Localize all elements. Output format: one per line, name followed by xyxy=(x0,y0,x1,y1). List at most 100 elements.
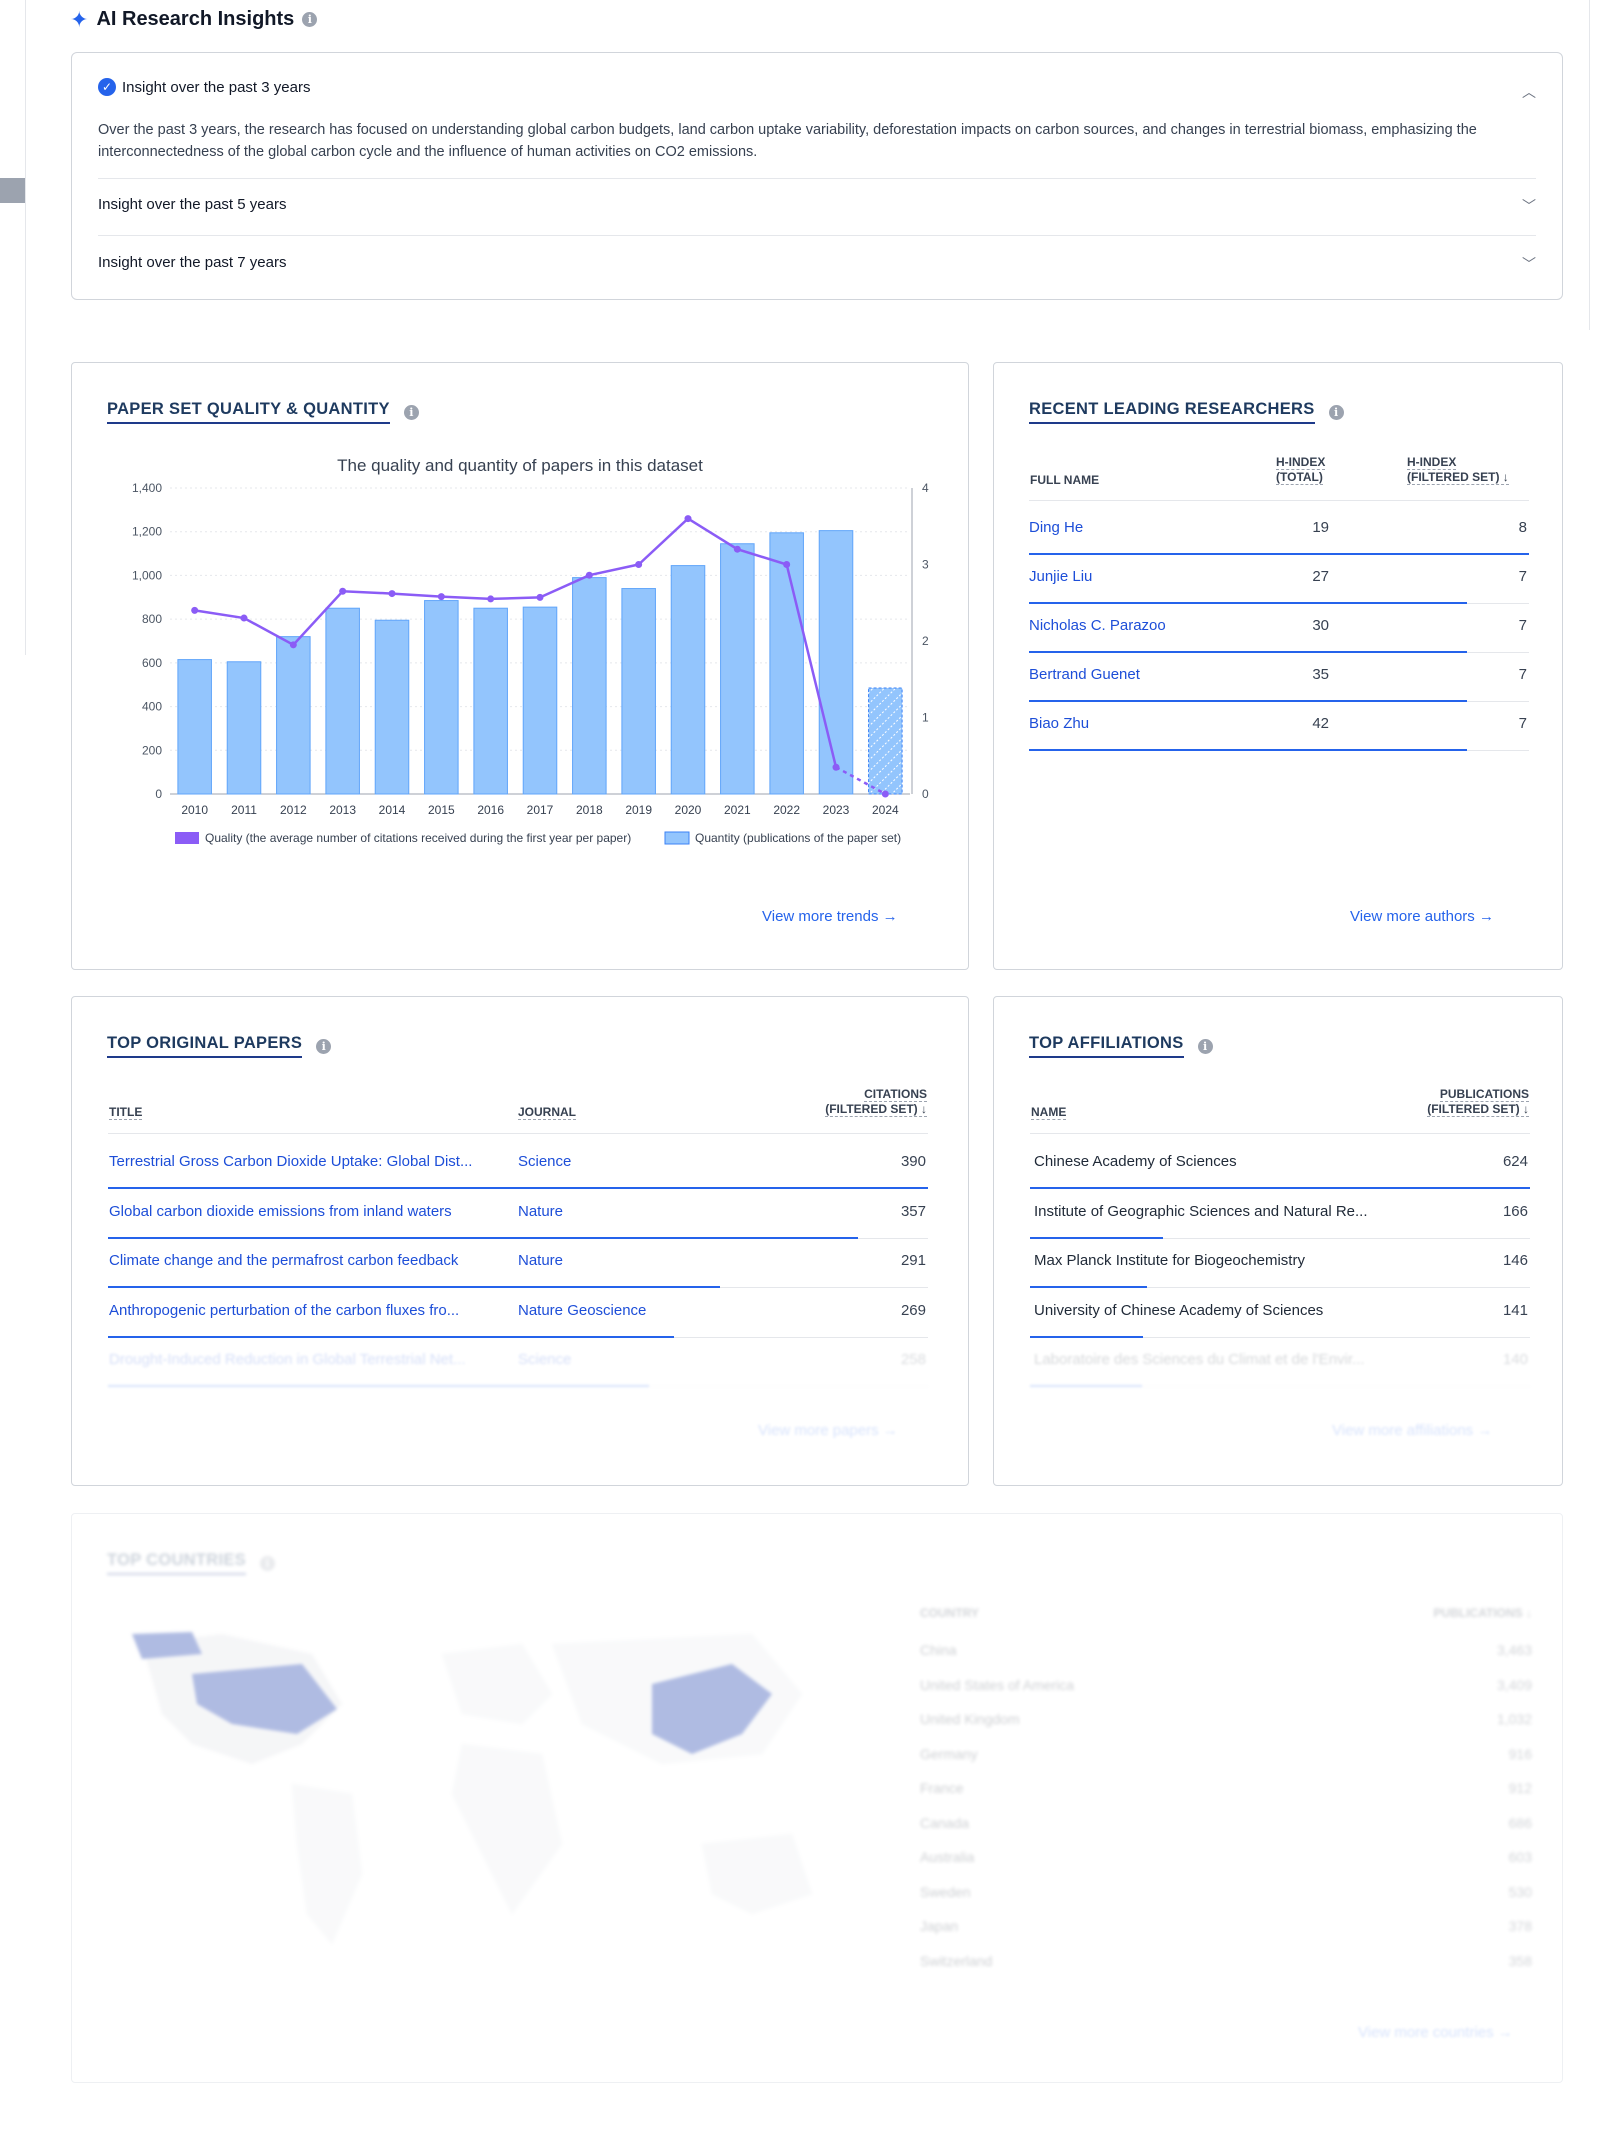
quantity-bar[interactable] xyxy=(670,565,706,795)
affiliation-name[interactable]: Laboratoire des Sciences du Climat et de… xyxy=(1034,1351,1365,1368)
quality-point[interactable] xyxy=(487,595,495,603)
quantity-bar[interactable] xyxy=(818,530,854,795)
researcher-name-link[interactable]: Bertrand Guenet xyxy=(1029,666,1140,683)
insight-item-5-years[interactable]: Insight over the past 5 years ﹀ xyxy=(98,196,1536,214)
view-more-affiliations-link[interactable]: View more affiliations → xyxy=(1332,1422,1492,1439)
country-name[interactable]: Canada xyxy=(920,1814,970,1831)
journal-link[interactable]: Nature xyxy=(518,1252,564,1269)
table-row[interactable]: Germany 916 xyxy=(920,1738,1532,1772)
table-row[interactable]: Bertrand Guenet 35 7 xyxy=(1029,652,1529,702)
quality-point[interactable] xyxy=(289,641,297,649)
table-row[interactable]: University of Chinese Academy of Science… xyxy=(1030,1288,1530,1338)
paper-title-link[interactable]: Terrestrial Gross Carbon Dioxide Uptake:… xyxy=(109,1153,473,1170)
quality-point[interactable] xyxy=(832,763,840,771)
info-icon[interactable]: i xyxy=(1328,404,1344,420)
view-more-trends-link[interactable]: View more trends → xyxy=(762,908,898,925)
researcher-name-link[interactable]: Biao Zhu xyxy=(1029,715,1090,732)
quantity-bar[interactable] xyxy=(769,532,804,795)
view-more-papers-link[interactable]: View more papers → xyxy=(758,1422,898,1439)
table-row[interactable]: Japan 378 xyxy=(920,1910,1532,1944)
table-row[interactable]: Climate change and the permafrost carbon… xyxy=(108,1238,928,1288)
table-row[interactable]: United Kingdom 1,032 xyxy=(920,1703,1532,1737)
country-name[interactable]: Japan xyxy=(920,1918,959,1934)
quality-point[interactable] xyxy=(733,545,741,553)
table-row[interactable]: Sweden 530 xyxy=(920,1876,1532,1910)
quantity-bar[interactable] xyxy=(374,619,410,795)
table-row[interactable]: Biao Zhu 42 7 xyxy=(1029,701,1529,751)
info-icon[interactable]: i xyxy=(403,404,419,420)
researcher-name-link[interactable]: Junjie Liu xyxy=(1029,568,1093,585)
quality-point[interactable] xyxy=(191,606,199,614)
table-row[interactable]: Canada 686 xyxy=(920,1807,1532,1841)
country-name[interactable]: France xyxy=(920,1780,964,1796)
table-row[interactable]: Terrestrial Gross Carbon Dioxide Uptake:… xyxy=(108,1139,928,1189)
info-icon[interactable]: i xyxy=(259,1555,275,1571)
quality-point[interactable] xyxy=(881,790,889,798)
quality-point[interactable] xyxy=(585,571,593,579)
insight-item-3-years[interactable]: ✓ Insight over the past 3 years ︿ xyxy=(98,78,1536,100)
country-name[interactable]: United Kingdom xyxy=(920,1711,1020,1727)
paper-title-link[interactable]: Drought-Induced Reduction in Global Terr… xyxy=(109,1351,466,1368)
column-header-citations[interactable]: CITATIONS (FILTERED SET) ↓ xyxy=(807,1087,927,1117)
quality-point[interactable] xyxy=(635,561,643,568)
quantity-bar[interactable] xyxy=(325,607,360,795)
chevron-down-icon[interactable]: ﹀ xyxy=(1522,256,1536,272)
column-header-h-index-total[interactable]: H-INDEX (TOTAL) xyxy=(1276,455,1326,485)
country-name[interactable]: United States of America xyxy=(920,1676,1075,1693)
quality-point[interactable] xyxy=(684,515,692,523)
column-header-name[interactable]: NAME xyxy=(1031,1105,1067,1120)
paper-title-link[interactable]: Climate change and the permafrost carbon… xyxy=(109,1252,459,1269)
journal-link[interactable]: Nature Geoscience xyxy=(518,1301,647,1319)
quantity-bar[interactable] xyxy=(621,588,656,795)
country-name[interactable]: Switzerland xyxy=(920,1952,993,1969)
quantity-bar[interactable] xyxy=(177,659,212,795)
researcher-name-link[interactable]: Ding He xyxy=(1029,519,1084,536)
journal-link[interactable]: Science xyxy=(518,1153,572,1170)
info-icon[interactable]: i xyxy=(316,1038,332,1054)
table-row[interactable]: Chinese Academy of Sciences 624 xyxy=(1030,1139,1530,1189)
table-row[interactable]: Institute of Geographic Sciences and Nat… xyxy=(1030,1189,1530,1239)
info-icon[interactable]: i xyxy=(302,12,318,27)
table-row[interactable]: China 3,463 xyxy=(920,1634,1532,1668)
country-name[interactable]: China xyxy=(920,1642,957,1658)
table-row[interactable]: Junjie Liu 27 7 xyxy=(1029,554,1529,604)
quantity-bar[interactable] xyxy=(720,543,755,795)
table-row[interactable]: Nicholas C. Parazoo 30 7 xyxy=(1029,603,1529,653)
info-icon[interactable]: i xyxy=(1197,1038,1213,1054)
paper-title-link[interactable]: Anthropogenic perturbation of the carbon… xyxy=(109,1301,460,1319)
column-header-journal[interactable]: JOURNAL xyxy=(518,1105,577,1120)
view-more-authors-link[interactable]: View more authors → xyxy=(1350,908,1494,925)
affiliation-name[interactable]: Max Planck Institute for Biogeochemistry xyxy=(1034,1252,1305,1269)
paper-title-link[interactable]: Global carbon dioxide emissions from inl… xyxy=(109,1202,452,1220)
quantity-bar[interactable] xyxy=(276,636,311,795)
quality-point[interactable] xyxy=(783,561,791,568)
view-more-countries-link[interactable]: View more countries → xyxy=(1358,2024,1513,2041)
column-header-publications[interactable]: PUBLICATIONS (FILTERED SET) ↓ xyxy=(1389,1087,1529,1117)
column-header-country[interactable]: COUNTRY xyxy=(920,1606,979,1621)
table-row[interactable]: Drought-Induced Reduction in Global Terr… xyxy=(108,1337,928,1387)
journal-link[interactable]: Nature xyxy=(518,1202,564,1220)
table-row[interactable]: Max Planck Institute for Biogeochemistry… xyxy=(1030,1238,1530,1288)
sidebar-collapse-tab[interactable] xyxy=(0,178,25,203)
column-header-publications[interactable]: PUBLICATIONS ↓ xyxy=(1352,1606,1532,1621)
table-row[interactable]: Switzerland 358 xyxy=(920,1945,1532,1979)
quality-point[interactable] xyxy=(388,590,396,598)
quantity-bar[interactable] xyxy=(522,606,558,795)
chevron-up-icon[interactable]: ︿ xyxy=(1522,84,1536,100)
quality-point[interactable] xyxy=(437,593,445,601)
quantity-bar[interactable] xyxy=(473,607,508,795)
quality-point[interactable] xyxy=(339,587,347,595)
country-name[interactable]: Sweden xyxy=(920,1883,971,1900)
column-header-title[interactable]: TITLE xyxy=(109,1105,143,1120)
quality-point[interactable] xyxy=(240,614,248,622)
quantity-bar[interactable] xyxy=(424,600,459,795)
quantity-bar[interactable] xyxy=(868,687,903,795)
country-name[interactable]: Australia xyxy=(920,1849,975,1865)
table-row[interactable]: France 912 xyxy=(920,1772,1532,1806)
table-row[interactable]: Australia 603 xyxy=(920,1841,1532,1875)
quantity-bar[interactable] xyxy=(226,661,262,795)
affiliation-name[interactable]: Institute of Geographic Sciences and Nat… xyxy=(1034,1202,1368,1220)
table-row[interactable]: Ding He 19 8 xyxy=(1029,505,1529,555)
table-row[interactable]: United States of America 3,409 xyxy=(920,1669,1532,1703)
affiliation-name[interactable]: University of Chinese Academy of Science… xyxy=(1034,1301,1324,1319)
